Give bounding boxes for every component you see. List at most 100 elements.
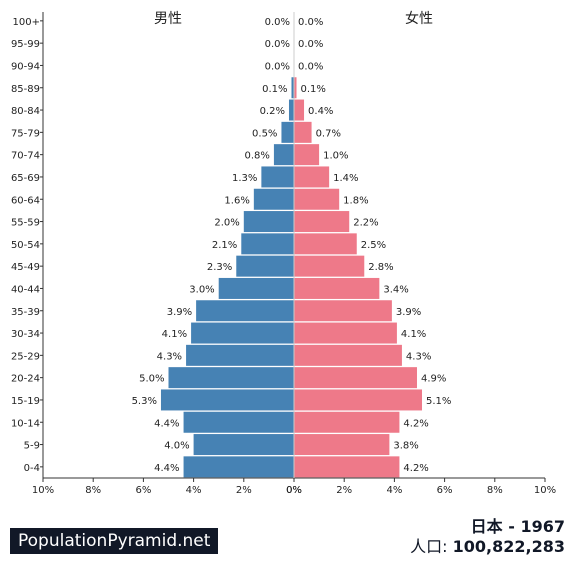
female-value-label: 2.8%	[368, 262, 393, 273]
female-value-label: 4.1%	[401, 329, 426, 340]
x-tick-label-left: 8%	[85, 485, 101, 496]
female-value-label: 3.9%	[396, 307, 421, 318]
female-bar	[294, 77, 297, 99]
age-label: 20-24	[11, 374, 40, 385]
male-bar	[196, 300, 294, 322]
female-bar	[294, 121, 312, 143]
male-bar	[241, 233, 294, 255]
age-label: 50-54	[11, 240, 40, 251]
age-label: 0-4	[24, 463, 40, 474]
male-bar	[236, 255, 294, 277]
female-value-label: 4.3%	[406, 351, 431, 362]
female-bars	[294, 77, 423, 478]
x-tick-label-left: 4%	[186, 485, 202, 496]
female-value-label: 0.0%	[298, 61, 323, 72]
male-bar	[261, 166, 294, 188]
age-label: 45-49	[11, 262, 40, 273]
female-value-label: 1.4%	[333, 173, 358, 184]
female-value-label: 3.8%	[393, 441, 418, 452]
male-bar	[183, 456, 294, 478]
female-bar	[294, 367, 417, 389]
female-value-label: 1.0%	[323, 151, 348, 162]
female-value-label: 5.1%	[426, 396, 451, 407]
age-label: 25-29	[11, 351, 40, 362]
population-value: 100,822,283	[452, 537, 565, 556]
age-label: 55-59	[11, 218, 40, 229]
male-value-label: 4.4%	[154, 418, 179, 429]
male-value-label: 4.1%	[162, 329, 187, 340]
male-bars	[160, 77, 294, 478]
brand-logo[interactable]: PopulationPyramid.net	[10, 528, 219, 554]
male-value-label: 0.5%	[252, 128, 277, 139]
male-value-label: 1.3%	[232, 173, 257, 184]
male-bar	[243, 211, 294, 233]
male-legend: 男性	[154, 11, 182, 27]
x-tick-label-right: 6%	[437, 485, 453, 496]
age-labels: 0-4 5-9 10-14 15-19 20-24 25-29 30-34 35-39 40-4…	[11, 17, 43, 474]
female-value-label: 0.1%	[301, 84, 326, 95]
age-label: 65-69	[11, 173, 40, 184]
x-tick-label-right: 4%	[386, 485, 402, 496]
male-value-label: 2.1%	[212, 240, 237, 251]
female-bar	[294, 233, 357, 255]
age-label: 85-89	[11, 84, 40, 95]
x-tick-label-left: 0%	[286, 485, 302, 496]
population-total: 人口: 100,822,283	[410, 533, 565, 557]
female-bar	[294, 300, 392, 322]
female-bar	[294, 211, 350, 233]
female-bar	[294, 344, 402, 366]
female-bar	[294, 389, 423, 411]
female-value-label: 2.2%	[353, 218, 378, 229]
female-bar	[294, 434, 390, 456]
female-value-label: 0.0%	[298, 39, 323, 50]
x-tick-label-right: 10%	[534, 485, 556, 496]
x-tick-label-left: 2%	[236, 485, 252, 496]
female-value-label: 0.4%	[308, 106, 333, 117]
male-value-label: 5.0%	[139, 374, 164, 385]
age-label: 60-64	[11, 195, 40, 206]
male-bar	[183, 411, 294, 433]
male-bar	[281, 121, 294, 143]
male-value-label: 2.0%	[214, 218, 239, 229]
male-bar	[191, 322, 294, 344]
age-label: 95-99	[11, 39, 40, 50]
male-value-label: 3.9%	[167, 307, 192, 318]
female-bar	[294, 144, 320, 166]
x-tick-label-right: 0%	[286, 485, 302, 496]
age-label: 70-74	[11, 151, 40, 162]
male-value-label: 0.8%	[245, 151, 270, 162]
male-value-label: 0.0%	[265, 17, 290, 28]
female-bar	[294, 411, 400, 433]
male-bar	[218, 277, 294, 299]
population-label: 人口:	[410, 537, 448, 556]
age-label: 5-9	[24, 441, 40, 452]
female-bar	[294, 166, 330, 188]
female-bar	[294, 322, 397, 344]
x-tick-label-left: 6%	[135, 485, 151, 496]
male-value-label: 3.0%	[189, 284, 214, 295]
age-label: 80-84	[11, 106, 40, 117]
age-label: 10-14	[11, 418, 40, 429]
male-value-label: 1.6%	[224, 195, 249, 206]
female-bar	[294, 255, 365, 277]
age-label: 30-34	[11, 329, 40, 340]
female-bar	[294, 188, 340, 210]
male-bar	[273, 144, 294, 166]
male-value-label: 0.0%	[265, 61, 290, 72]
female-value-label: 2.5%	[361, 240, 386, 251]
age-label: 100+	[13, 17, 40, 28]
age-label: 40-44	[11, 284, 40, 295]
male-bar	[291, 77, 294, 99]
male-bar	[253, 188, 294, 210]
male-value-label: 0.2%	[260, 106, 285, 117]
male-value-label: 0.0%	[265, 39, 290, 50]
female-value-label: 4.2%	[403, 418, 428, 429]
female-value-label: 4.9%	[421, 374, 446, 385]
age-label: 15-19	[11, 396, 40, 407]
male-value-label: 0.1%	[262, 84, 287, 95]
country-year-title: 日本 - 1967	[470, 517, 565, 536]
x-tick-label-right: 8%	[487, 485, 503, 496]
female-value-label: 0.0%	[298, 17, 323, 28]
male-value-label: 5.3%	[132, 396, 157, 407]
male-bar	[288, 99, 294, 121]
